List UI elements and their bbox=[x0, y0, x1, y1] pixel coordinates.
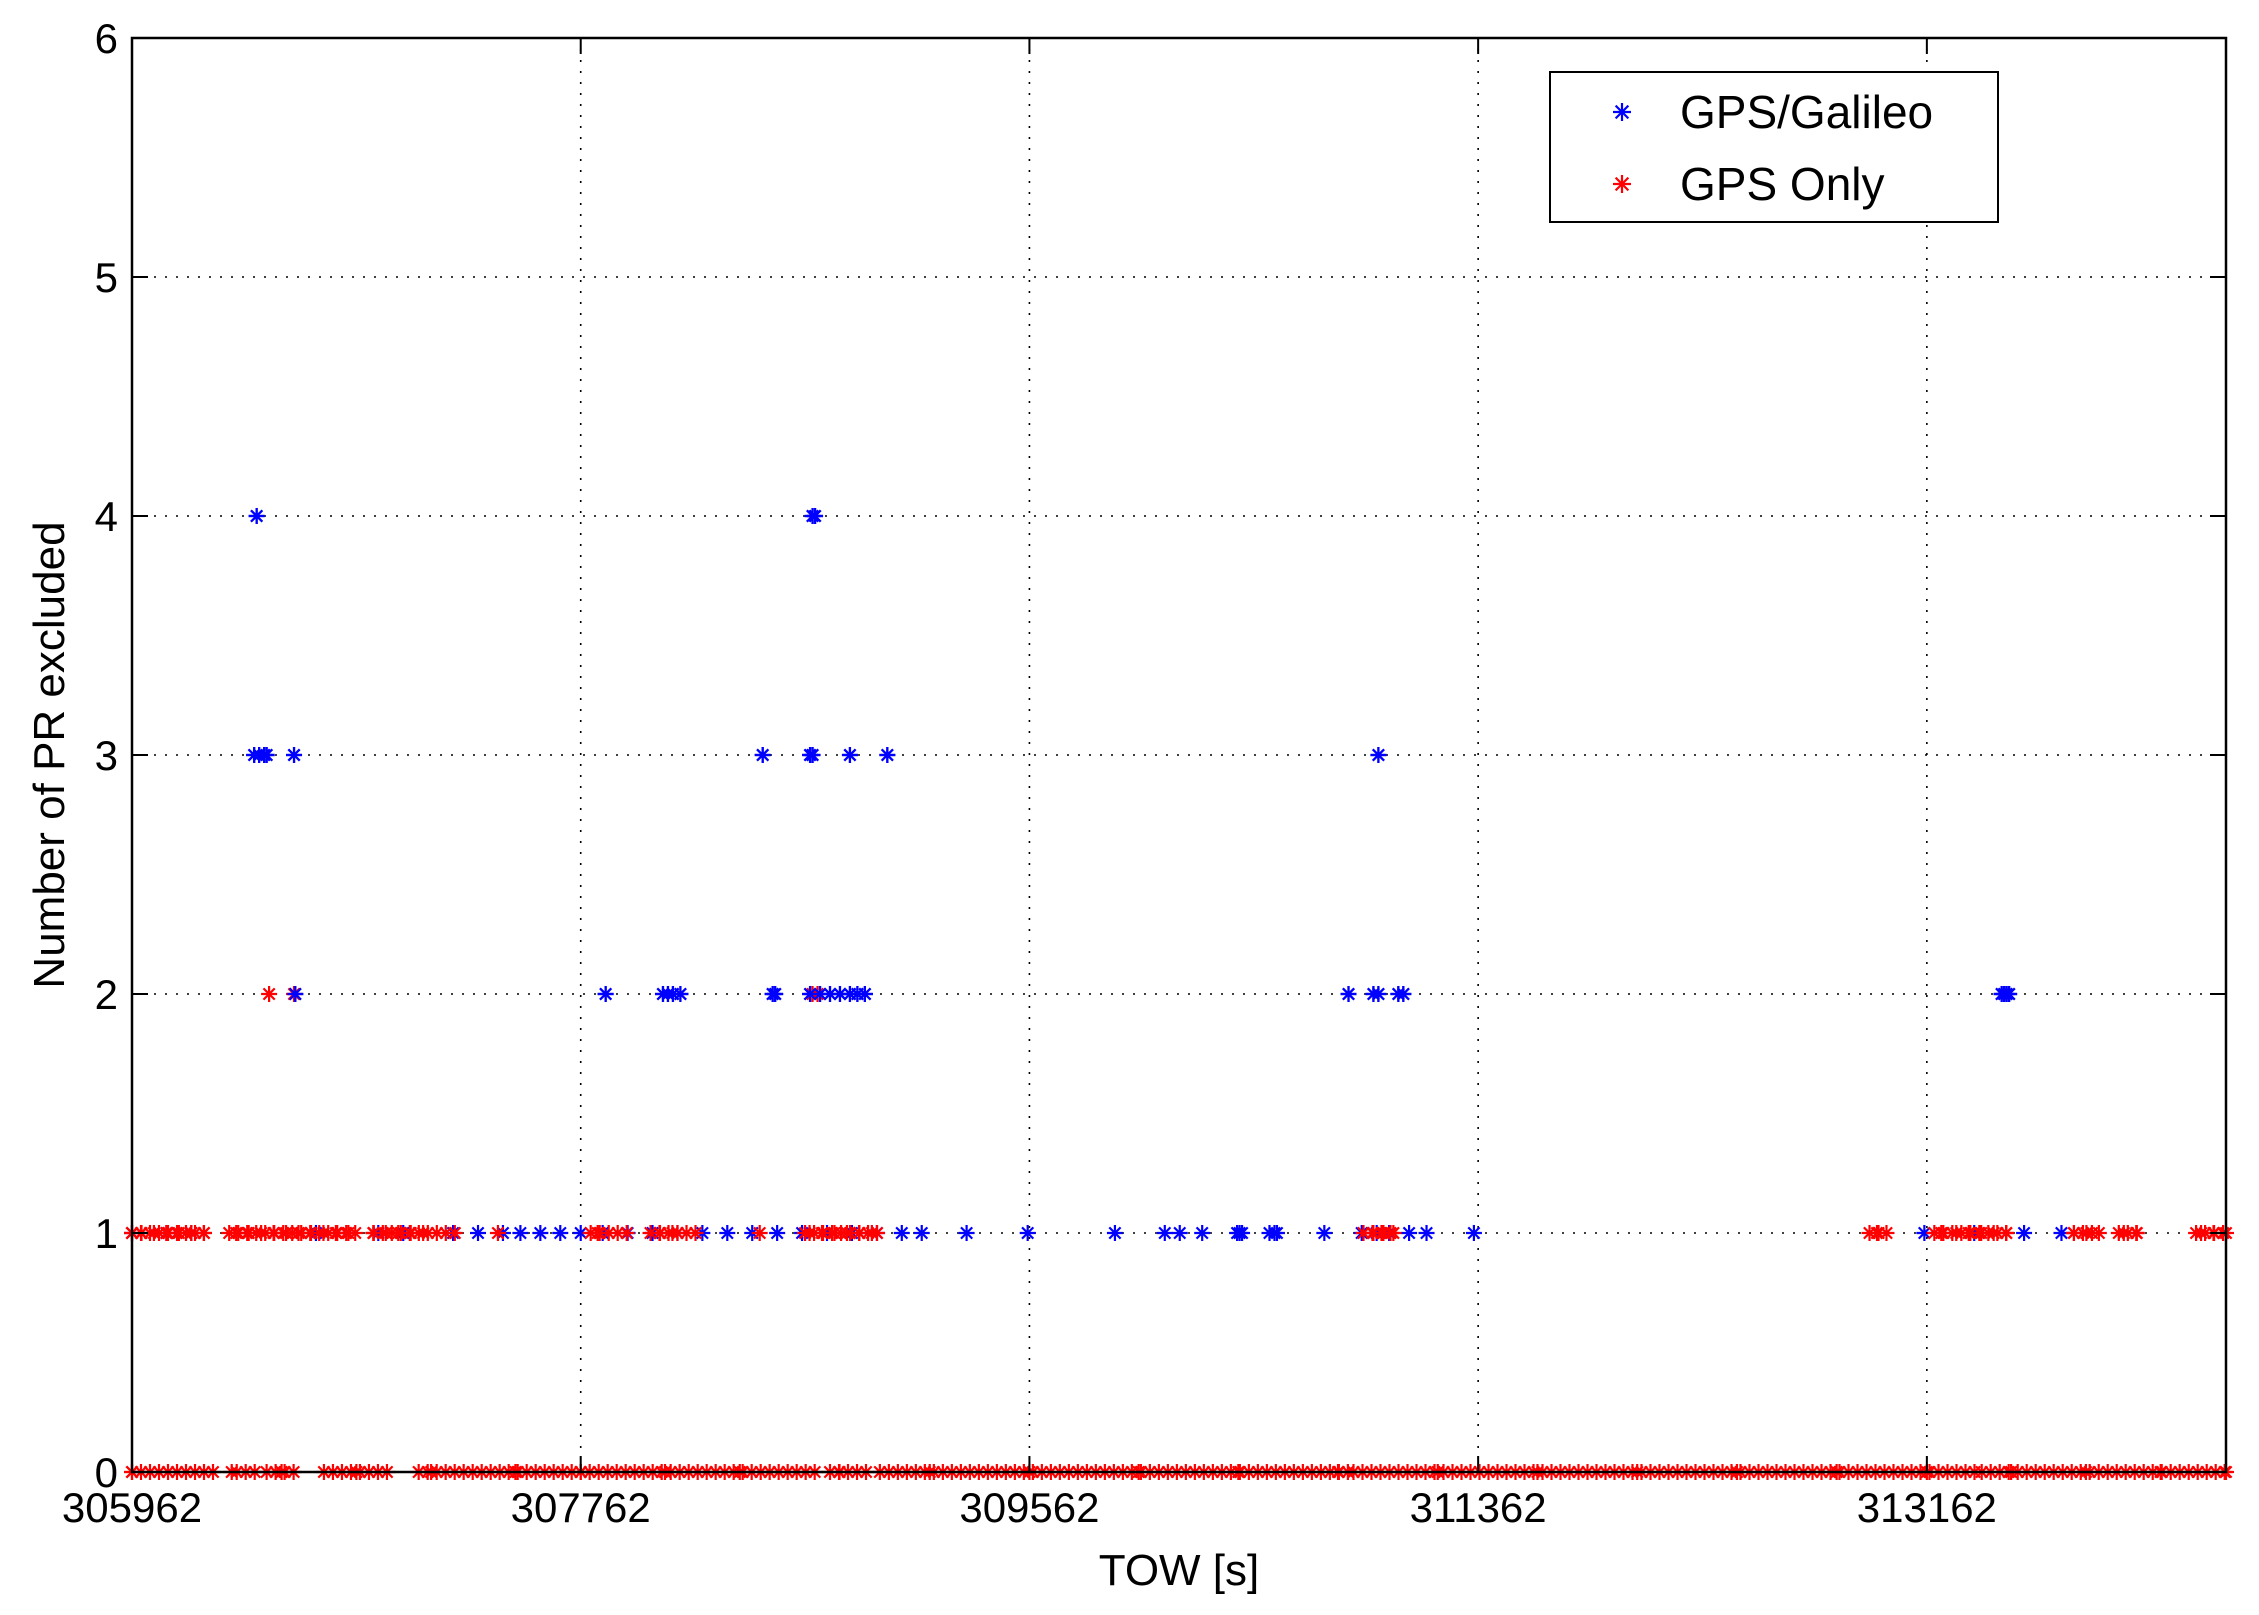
data-point bbox=[807, 508, 824, 524]
legend-marker-glyph bbox=[1613, 175, 1631, 193]
data-point bbox=[512, 1225, 529, 1241]
data-point bbox=[856, 986, 873, 1002]
data-point bbox=[470, 1225, 487, 1241]
data-point bbox=[377, 1225, 394, 1241]
data-point bbox=[340, 1225, 357, 1241]
data-point bbox=[532, 1225, 549, 1241]
data-point bbox=[1340, 986, 1357, 1002]
data-point bbox=[415, 1225, 432, 1241]
data-point bbox=[1106, 1225, 1123, 1241]
legend-box bbox=[1549, 71, 1999, 223]
data-point bbox=[751, 1225, 768, 1241]
data-point bbox=[1998, 1225, 2015, 1241]
data-point bbox=[1418, 1225, 1435, 1241]
x-axis-label: TOW [s] bbox=[1099, 1546, 1260, 1595]
data-point bbox=[446, 1225, 463, 1241]
y-tick-label: 2 bbox=[95, 971, 118, 1018]
data-point bbox=[1878, 1225, 1895, 1241]
x-tick-label: 311362 bbox=[1410, 1484, 1547, 1531]
x-tick-label: 307762 bbox=[511, 1484, 651, 1531]
legend: GPS/Galileo GPS Only bbox=[1549, 71, 1999, 223]
data-point bbox=[1316, 1225, 1333, 1241]
data-point bbox=[2001, 986, 2018, 1002]
x-tick-label: 305962 bbox=[62, 1484, 202, 1531]
data-point bbox=[145, 1225, 162, 1241]
data-point bbox=[1948, 1225, 1965, 1241]
data-point bbox=[1194, 1225, 1211, 1241]
data-point bbox=[664, 1225, 681, 1241]
data-point bbox=[769, 1225, 786, 1241]
y-tick-label: 6 bbox=[95, 15, 118, 62]
data-point bbox=[879, 747, 896, 763]
data-point bbox=[287, 986, 304, 1002]
y-tick-label: 0 bbox=[95, 1449, 118, 1496]
data-point bbox=[812, 986, 829, 1002]
data-point bbox=[1268, 1225, 1285, 1241]
data-point bbox=[258, 747, 275, 763]
y-tick-label: 1 bbox=[95, 1210, 118, 1257]
data-point bbox=[719, 1225, 736, 1241]
data-point bbox=[893, 1225, 910, 1241]
data-point bbox=[1401, 1225, 1418, 1241]
data-point bbox=[754, 747, 771, 763]
data-point bbox=[851, 1225, 868, 1241]
data-point bbox=[261, 986, 278, 1002]
y-tick-label: 4 bbox=[95, 493, 118, 540]
data-point bbox=[597, 986, 614, 1002]
data-point bbox=[1156, 1225, 1173, 1241]
axis-ticks bbox=[131, 37, 2226, 1473]
data-point bbox=[1171, 1225, 1188, 1241]
data-point bbox=[1234, 1225, 1251, 1241]
data-point bbox=[390, 1225, 407, 1241]
data-point bbox=[618, 1225, 635, 1241]
data-point bbox=[286, 747, 303, 763]
data-point bbox=[1370, 747, 1387, 763]
data-point bbox=[2128, 1225, 2145, 1241]
data-point bbox=[1019, 1225, 1036, 1241]
data-point bbox=[1933, 1225, 1950, 1241]
legend-marker-glyph bbox=[1613, 103, 1631, 121]
y-tick-label: 5 bbox=[95, 254, 118, 301]
data-point bbox=[1385, 1225, 1402, 1241]
data-point bbox=[1869, 1225, 1885, 1241]
data-point bbox=[841, 747, 858, 763]
legend-marker-gps-only bbox=[1613, 175, 1631, 193]
data-point bbox=[552, 1225, 569, 1241]
legend-label-gps-galileo: GPS/Galileo bbox=[1680, 86, 1933, 138]
data-point bbox=[1370, 986, 1387, 1002]
data-point bbox=[248, 508, 265, 524]
data-point bbox=[195, 1225, 212, 1241]
data-point bbox=[489, 1225, 506, 1241]
data-point bbox=[2016, 1225, 2033, 1241]
data-point bbox=[672, 986, 689, 1002]
data-point bbox=[2078, 1225, 2095, 1241]
series-0-overlay bbox=[246, 508, 2018, 1002]
data-point bbox=[913, 1225, 930, 1241]
y-tick-label: 3 bbox=[95, 732, 118, 779]
data-point bbox=[863, 1225, 880, 1241]
data-point bbox=[958, 1225, 975, 1241]
data-point bbox=[1375, 1225, 1392, 1241]
data-point bbox=[589, 1225, 606, 1241]
x-tick-label: 313162 bbox=[1857, 1484, 1997, 1531]
tick-labels: 305962 307762 309562 311362 313162 0 1 2 3 4 5 6 bbox=[62, 15, 1997, 1531]
data-point bbox=[687, 1225, 704, 1241]
legend-label-gps-only: GPS Only bbox=[1680, 158, 1885, 210]
data-point bbox=[1395, 986, 1412, 1002]
data-point bbox=[1465, 1225, 1482, 1241]
data-point bbox=[804, 747, 821, 763]
data-point bbox=[2090, 1225, 2107, 1241]
x-tick-label: 309562 bbox=[959, 1484, 1099, 1531]
data-point bbox=[290, 1225, 307, 1241]
legend-marker-gps-galileo bbox=[1613, 103, 1631, 121]
data-point bbox=[767, 986, 784, 1002]
y-axis-label: Number of PR excluded bbox=[25, 521, 74, 988]
